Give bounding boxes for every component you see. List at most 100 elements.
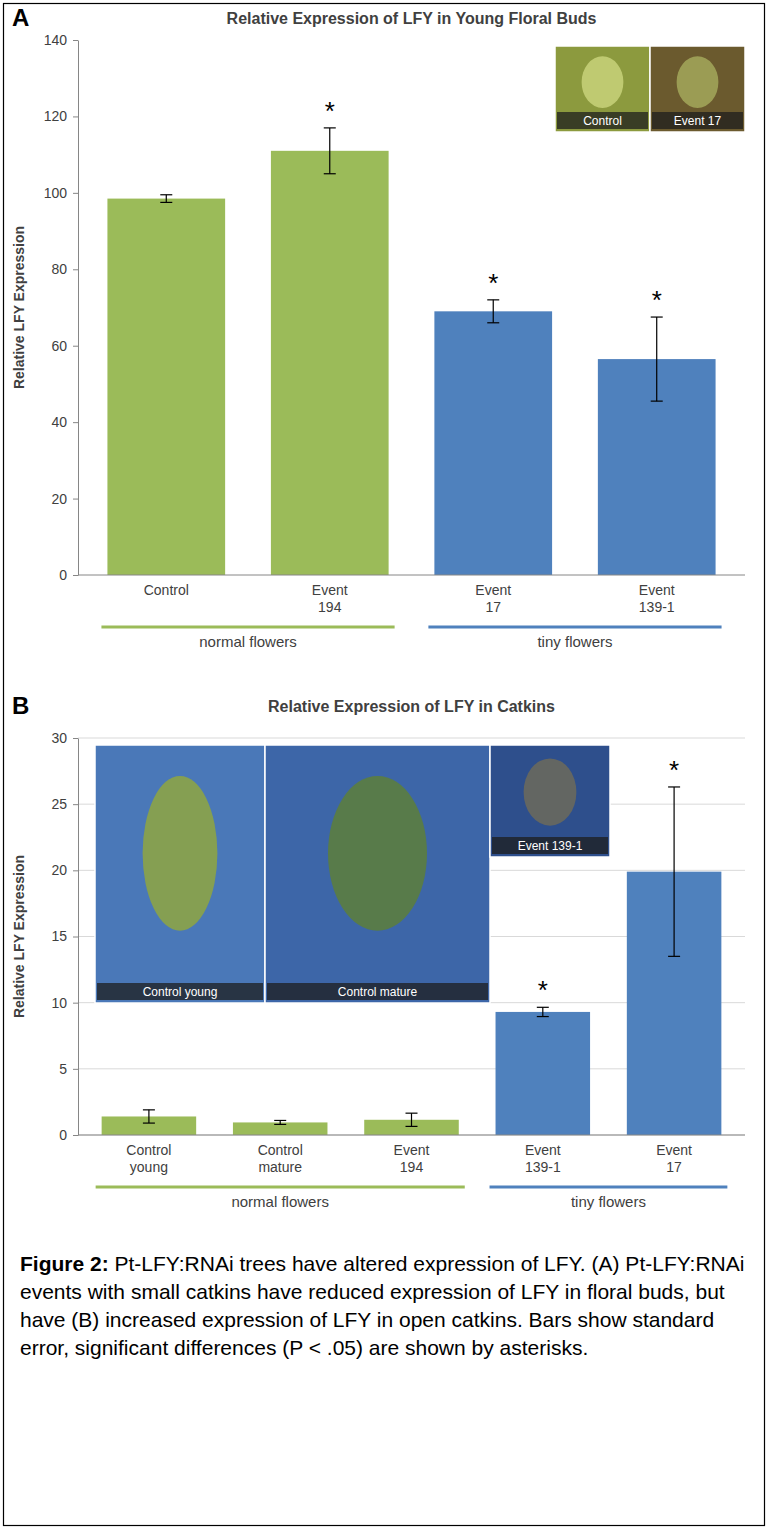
error-bar-cap — [324, 127, 336, 128]
bar — [107, 199, 225, 575]
error-bar-cap — [487, 322, 499, 323]
inset-label-patch — [557, 112, 648, 129]
error-bar-stem — [542, 1007, 543, 1016]
error-bar — [143, 1110, 155, 1123]
error-bar-cap — [274, 1120, 286, 1121]
category-label: Event139-1 — [639, 582, 675, 615]
panel-letter: A — [12, 4, 29, 31]
plot-marks — [102, 787, 722, 1135]
category-label: Event139-1 — [525, 1142, 561, 1175]
inset-label-patch — [652, 112, 743, 129]
grid — [78, 738, 745, 1135]
category-label: Event17 — [656, 1142, 692, 1175]
panel: B Relative Expression of LFY in Catkins Co… — [11, 692, 745, 1210]
significance-mark: * — [325, 96, 335, 126]
y-tick: 5 — [59, 1061, 78, 1077]
error-bar — [324, 128, 336, 174]
caption: Figure 2: Pt-LFY:RNAi trees have altered… — [20, 1250, 746, 1362]
y-tick-mark — [73, 269, 78, 270]
error-bar-cap — [160, 202, 172, 203]
inset-label: Control — [583, 114, 622, 128]
error-bar-stem — [411, 1113, 412, 1126]
error-bar — [487, 300, 499, 323]
group-label: tiny flowers — [571, 1193, 646, 1210]
y-tick: 100 — [44, 185, 78, 201]
caption-text: Pt-LFY:RNAi trees have altered expressio… — [20, 1252, 744, 1359]
category-label: Control — [144, 582, 189, 598]
error-bar — [668, 787, 680, 956]
y-tick-label: 120 — [44, 108, 68, 124]
inset-subject — [143, 776, 218, 931]
error-bar-stem — [493, 300, 494, 323]
y-tick-mark — [73, 1003, 78, 1004]
y-tick-mark — [73, 575, 78, 576]
error-bar-cap — [668, 956, 680, 957]
error-bar-cap — [537, 1007, 549, 1008]
inset-photo: Control mature — [265, 745, 490, 1003]
y-tick-mark — [73, 499, 78, 500]
bar — [434, 311, 552, 575]
inset-label: Event 17 — [674, 114, 722, 128]
grid-line — [78, 1135, 745, 1136]
y-tick-label: 40 — [51, 414, 67, 430]
group-label: normal flowers — [231, 1193, 329, 1210]
x-axis-line — [78, 1135, 745, 1136]
y-tick: 20 — [51, 862, 78, 878]
category-label: Event17 — [475, 582, 511, 615]
category-label: Controlyoung — [126, 1142, 171, 1175]
inset-background — [265, 745, 490, 1003]
error-bar-cap — [487, 299, 499, 300]
grid-line — [78, 738, 745, 739]
y-tick-mark — [73, 870, 78, 871]
y-tick: 80 — [51, 261, 78, 277]
y-tick-label: 30 — [51, 730, 67, 746]
y-tick-label: 15 — [51, 928, 67, 944]
error-bar-cap — [651, 316, 663, 317]
y-axis: 0 20 40 60 80 100 120 140 — [44, 32, 79, 583]
category-label: Event194 — [394, 1142, 430, 1175]
inset-subject — [582, 56, 624, 108]
error-bar — [537, 1007, 549, 1016]
y-tick-label: 140 — [44, 32, 68, 48]
inset-photo: Event 17 — [650, 46, 745, 132]
significance-mark: * — [538, 975, 548, 1005]
error-bar-cap — [274, 1124, 286, 1125]
inset-label-patch — [492, 837, 608, 854]
y-axis: 051015202530 — [51, 730, 78, 1143]
plot-marks — [107, 128, 715, 575]
chart-title: Relative Expression of LFY in Catkins — [268, 698, 555, 715]
y-tick-label: 100 — [44, 185, 68, 201]
error-bar-stem — [148, 1110, 149, 1123]
y-tick: 0 — [59, 567, 78, 583]
group-line — [490, 1186, 728, 1189]
y-tick: 20 — [51, 491, 78, 507]
inset-label: Control mature — [338, 985, 418, 999]
group-label: normal flowers — [199, 633, 297, 650]
error-bar-cap — [406, 1126, 418, 1127]
panel-letter: B — [12, 692, 29, 719]
significance-mark: * — [488, 268, 498, 298]
y-tick-mark — [73, 193, 78, 194]
y-tick: 25 — [51, 796, 78, 812]
y-tick-label: 0 — [59, 567, 67, 583]
group-line — [101, 626, 394, 629]
inset-photo: Event 139-1 — [490, 745, 610, 857]
caption-label: Figure 2: — [20, 1252, 109, 1275]
inset-photo: Control young — [95, 745, 265, 1003]
y-tick: 120 — [44, 108, 78, 124]
bar — [496, 1012, 591, 1135]
y-tick-mark — [73, 738, 78, 739]
error-bar-cap — [668, 786, 680, 787]
category-label: Controlmature — [258, 1142, 303, 1175]
significance-mark: * — [669, 755, 679, 785]
y-tick: 60 — [51, 338, 78, 354]
y-tick-label: 80 — [51, 261, 67, 277]
error-bar-stem — [166, 195, 167, 203]
y-tick: 30 — [51, 730, 78, 746]
inset-photo: Control — [555, 46, 650, 132]
y-tick: 40 — [51, 414, 78, 430]
error-bar-cap — [651, 401, 663, 402]
panel: ARelative Expression of LFY in Young Flo… — [11, 4, 745, 650]
y-tick-label: 20 — [51, 862, 67, 878]
group-line — [428, 626, 721, 629]
